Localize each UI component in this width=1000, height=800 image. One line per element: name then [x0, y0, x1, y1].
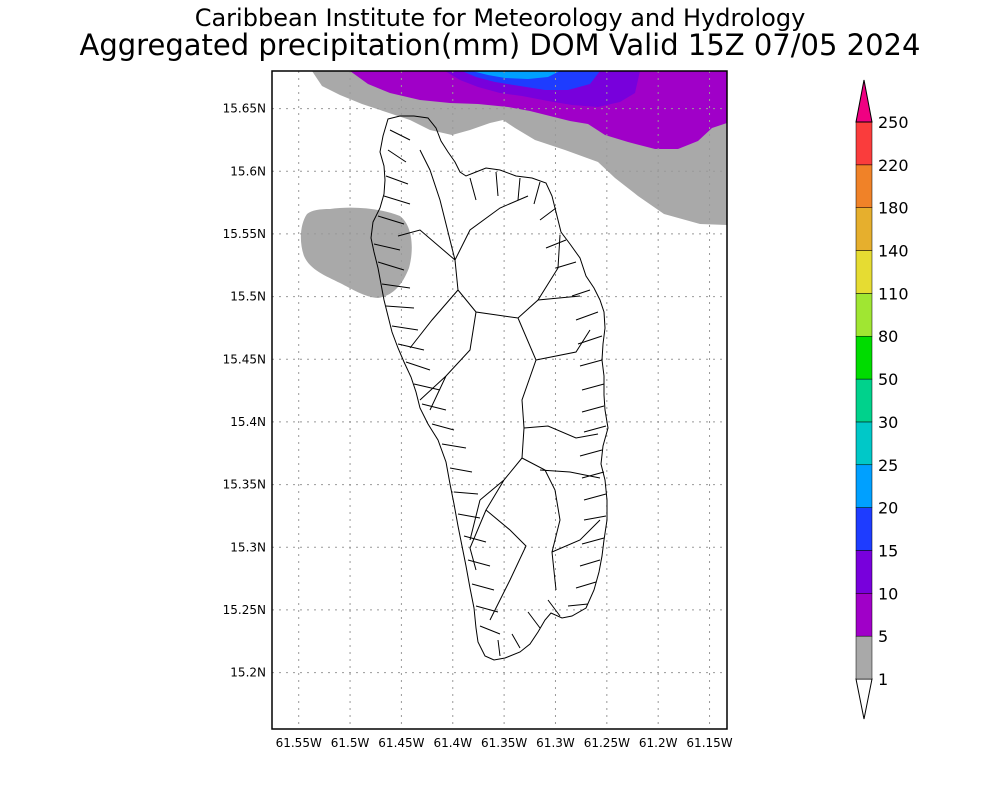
lon-tick-label: 61.45W [378, 736, 424, 750]
lat-tick-labels: 15.65N 15.6N 15.55N 15.5N 15.45N 15.4N 15.35N 1… [223, 102, 266, 680]
colorbar-label: 10 [878, 584, 898, 603]
lat-tick-label: 15.55N [223, 227, 266, 241]
lat-tick-label: 15.6N [230, 164, 266, 178]
colorbar-label: 180 [878, 199, 909, 218]
watershed-lines [397, 149, 601, 621]
grid-lines [272, 71, 727, 729]
colorbar-segment [855, 164, 873, 208]
colorbar-segment [855, 421, 873, 466]
lat-tick-label: 15.5N [230, 290, 266, 304]
colorbar-segment [855, 464, 873, 508]
colorbar-label: 15 [878, 541, 898, 560]
colorbar-segment [855, 293, 873, 337]
precip-20-25mm [472, 71, 560, 79]
colorbar-label: 110 [878, 284, 909, 303]
colorbar-segment [855, 378, 873, 423]
colorbar-label: 1 [878, 670, 888, 689]
colorbar-label: 30 [878, 413, 898, 432]
colorbar-label: 250 [878, 113, 909, 132]
dominica-island [370, 115, 609, 661]
precip-1-5mm-west [300, 207, 412, 298]
lat-tick-label: 15.4N [230, 415, 266, 429]
colorbar-segment [855, 635, 873, 680]
chart-title: Caribbean Institute for Meteorology and … [194, 4, 806, 32]
colorbar-label: 5 [878, 627, 888, 646]
lat-tick-label: 15.45N [223, 352, 266, 366]
colorbar-label: 50 [878, 370, 898, 389]
colorbar-upper-arrow [855, 79, 873, 123]
lon-tick-label: 61.4W [433, 736, 472, 750]
lat-tick-label: 15.25N [223, 603, 266, 617]
colorbar-label: 140 [878, 242, 909, 261]
colorbar-segment [855, 207, 873, 251]
colorbar-label: 20 [878, 499, 898, 518]
map-frame [271, 70, 728, 730]
colorbar-segment [855, 121, 873, 166]
island-outline [370, 115, 609, 661]
lon-tick-label: 61.2W [639, 736, 678, 750]
colorbar-segment [855, 550, 873, 594]
lon-tick-label: 61.3W [536, 736, 575, 750]
colorbar-segment [855, 593, 873, 637]
precip-fields [300, 71, 727, 298]
lat-tick-label: 15.3N [230, 540, 266, 554]
coastal-streams [373, 129, 607, 657]
lon-tick-label: 61.35W [481, 736, 527, 750]
lon-tick-label: 61.15W [686, 736, 732, 750]
lon-tick-label: 61.55W [276, 736, 322, 750]
lon-tick-label: 61.5W [331, 736, 370, 750]
lat-tick-label: 15.2N [230, 666, 266, 680]
colorbar-segment [855, 335, 873, 380]
colorbar-label: 25 [878, 456, 898, 475]
lon-tick-labels: 61.55W 61.5W 61.45W 61.4W 61.35W 61.3W 61.25W 6… [276, 736, 733, 750]
colorbar-label: 220 [878, 156, 909, 175]
colorbar-lower-arrow [855, 678, 873, 720]
chart-subtitle: Aggregated precipitation(mm) DOM Valid 1… [79, 28, 921, 62]
colorbar-segment [855, 250, 873, 294]
lat-tick-label: 15.65N [223, 102, 266, 116]
colorbar-label: 80 [878, 327, 898, 346]
lat-tick-label: 15.35N [223, 478, 266, 492]
lon-tick-label: 61.25W [584, 736, 630, 750]
colorbar-segment [855, 507, 873, 551]
